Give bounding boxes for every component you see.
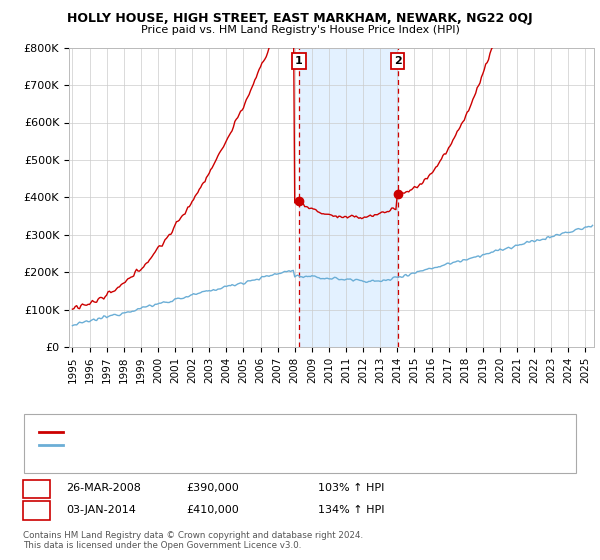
Text: 03-JAN-2014: 03-JAN-2014 xyxy=(66,505,136,515)
Text: HPI: Average price, detached house, Bassetlaw: HPI: Average price, detached house, Bass… xyxy=(67,440,302,450)
Text: 2: 2 xyxy=(32,505,40,515)
Text: Contains HM Land Registry data © Crown copyright and database right 2024.: Contains HM Land Registry data © Crown c… xyxy=(23,531,363,540)
Text: HOLLY HOUSE, HIGH STREET, EAST MARKHAM, NEWARK, NG22 0QJ: HOLLY HOUSE, HIGH STREET, EAST MARKHAM, … xyxy=(67,12,533,25)
Text: 2: 2 xyxy=(394,56,401,66)
Text: 1: 1 xyxy=(32,483,40,493)
Text: £410,000: £410,000 xyxy=(186,505,239,515)
Text: This data is licensed under the Open Government Licence v3.0.: This data is licensed under the Open Gov… xyxy=(23,541,301,550)
Text: Price paid vs. HM Land Registry's House Price Index (HPI): Price paid vs. HM Land Registry's House … xyxy=(140,25,460,35)
Text: 103% ↑ HPI: 103% ↑ HPI xyxy=(318,483,385,493)
Text: 26-MAR-2008: 26-MAR-2008 xyxy=(66,483,141,493)
Bar xyxy=(299,48,398,347)
Text: £390,000: £390,000 xyxy=(186,483,239,493)
Text: 134% ↑ HPI: 134% ↑ HPI xyxy=(318,505,385,515)
Text: HOLLY HOUSE, HIGH STREET, EAST MARKHAM, NEWARK, NG22 0QJ (detached house): HOLLY HOUSE, HIGH STREET, EAST MARKHAM, … xyxy=(67,427,490,437)
Text: 1: 1 xyxy=(295,56,302,66)
